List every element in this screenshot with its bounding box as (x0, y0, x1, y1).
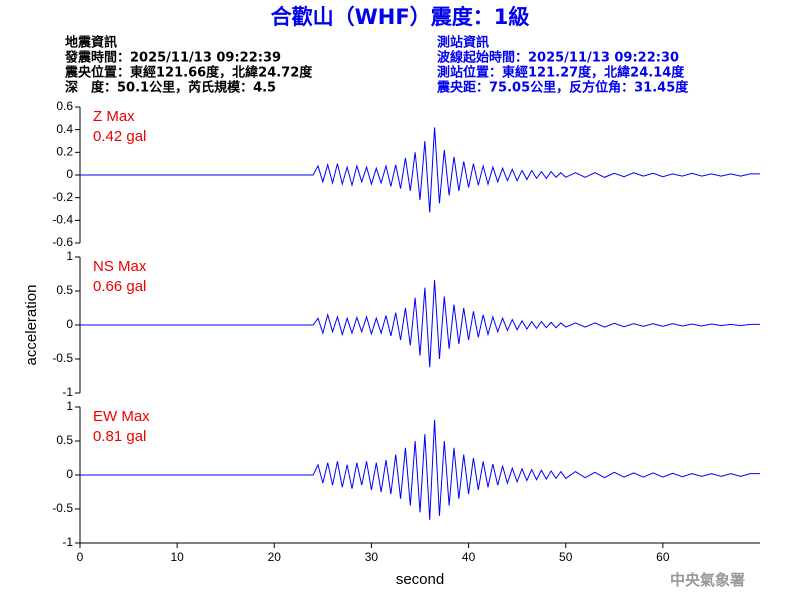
y-tick-label: 0 (66, 167, 73, 181)
y-tick-label: 0 (66, 467, 73, 481)
y-tick-label: -0.5 (52, 351, 73, 365)
y-tick-label: -1 (62, 535, 73, 549)
chart-title: 合歡山（WHF）震度：1級 (271, 5, 530, 29)
y-tick-label: 0.4 (56, 122, 73, 136)
info-line: 測站資訊 (437, 35, 489, 51)
y-tick-label: 1 (66, 399, 73, 413)
y-tick-label: -0.5 (52, 501, 73, 515)
x-tick-label: 10 (170, 550, 184, 564)
waveform (80, 280, 760, 368)
y-tick-label: -0.2 (52, 190, 73, 204)
x-tick-label: 40 (462, 550, 476, 564)
x-axis-label: second (396, 571, 444, 588)
x-tick-label: 0 (77, 550, 84, 564)
annotation: 0.81 gal (93, 428, 146, 445)
info-line: 地震資訊 (65, 35, 117, 51)
x-tick-label: 20 (268, 550, 282, 564)
x-tick-label: 50 (559, 550, 573, 564)
annotation: 0.66 gal (93, 278, 146, 295)
y-tick-label: 0.6 (56, 99, 73, 113)
annotation: NS Max (93, 258, 147, 275)
info-line: 波線起始時間：2025/11/13 09:22:30 (437, 50, 679, 66)
y-tick-label: -0.4 (52, 213, 73, 227)
footer: 中央氣象署 (670, 571, 745, 589)
info-line: 深 度：50.1公里，芮氏規模：4.5 (65, 80, 276, 96)
waveform (80, 419, 760, 520)
info-line: 測站位置：東經121.27度，北緯24.14度 (437, 65, 685, 81)
y-tick-label: 0.2 (56, 145, 73, 159)
y-tick-label: -0.6 (52, 235, 73, 249)
waveform (80, 127, 760, 213)
y-tick-label: -1 (62, 385, 73, 399)
y-tick-label: 0.5 (56, 433, 73, 447)
annotation: 0.42 gal (93, 128, 146, 145)
annotation: EW Max (93, 408, 150, 425)
annotation: Z Max (93, 108, 135, 125)
info-line: 震央距：75.05公里，反方位角：31.45度 (436, 80, 689, 96)
y-tick-label: 0.5 (56, 283, 73, 297)
y-tick-label: 0 (66, 317, 73, 331)
info-line: 發震時間：2025/11/13 09:22:39 (64, 50, 281, 66)
y-axis-label: acceleration (23, 285, 40, 366)
x-tick-label: 60 (656, 550, 670, 564)
info-line: 震央位置：東經121.66度，北緯24.72度 (64, 65, 313, 81)
y-tick-label: 1 (66, 249, 73, 263)
x-tick-label: 30 (365, 550, 379, 564)
